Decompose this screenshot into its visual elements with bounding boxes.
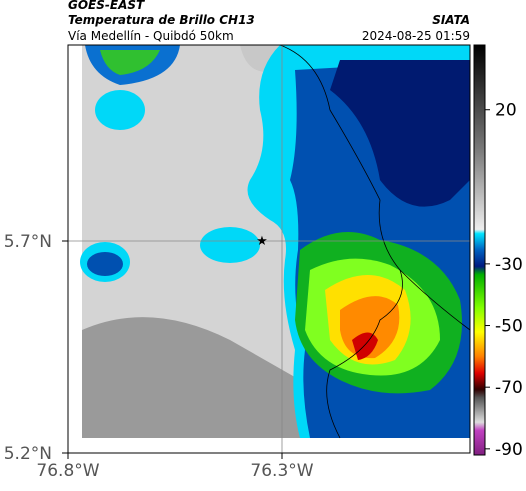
colorbar-label: -90 [495, 440, 523, 460]
svg-text:★: ★ [256, 234, 268, 249]
colorbar-label: -50 [495, 317, 523, 337]
colorbar [473, 44, 486, 456]
lat-label: 5.2°N [4, 444, 52, 464]
lat-label: 5.7°N [4, 232, 52, 252]
lon-label: 76.3°W [250, 461, 313, 481]
imagery: ★ [67, 44, 471, 454]
datetime: 2024-08-25 01:59 [362, 29, 470, 43]
colorbar-label: -30 [495, 255, 523, 275]
subtitle: Vía Medellín - Quibdó 50km [68, 29, 234, 43]
lon-label: 76.8°W [36, 461, 99, 481]
source: GOES-EAST [68, 0, 145, 12]
title: Temperatura de Brillo CH13 [68, 13, 255, 27]
colorbar-label: -70 [495, 378, 523, 398]
colorbar-label: 20 [495, 101, 517, 121]
org: SIATA [432, 13, 470, 27]
